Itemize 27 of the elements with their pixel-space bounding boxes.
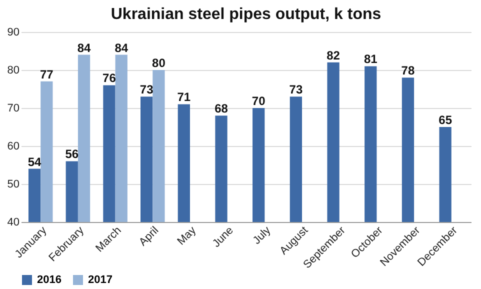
x-tick-label: July (250, 224, 274, 247)
data-label: 73 (140, 82, 154, 97)
data-label: 78 (401, 64, 415, 78)
legend-label: 2016 (37, 274, 62, 286)
data-label: 68 (214, 102, 228, 116)
data-label: 76 (102, 71, 116, 86)
data-label: 84 (77, 40, 92, 55)
chart-title: Ukrainian steel pipes output, k tons (110, 6, 382, 23)
data-label: 81 (364, 52, 378, 66)
data-label: 82 (326, 48, 340, 62)
data-label: 54 (28, 154, 42, 169)
data-label: 70 (252, 94, 266, 108)
x-tick-label: May (175, 224, 199, 248)
y-tick-label: 60 (7, 140, 20, 152)
y-tick-label: 80 (7, 64, 20, 76)
data-label: 84 (114, 40, 128, 55)
y-tick-label: 70 (7, 102, 20, 114)
data-label: 73 (289, 82, 303, 97)
legend-label: 2017 (88, 274, 112, 286)
data-label: 71 (177, 90, 191, 104)
y-tick-label: 40 (7, 216, 20, 228)
data-label: 77 (40, 67, 54, 82)
data-label: 65 (438, 113, 452, 127)
data-label: 80 (152, 56, 166, 70)
data-label: 56 (65, 147, 79, 162)
y-tick-label: 90 (7, 26, 20, 38)
y-tick-label: 50 (7, 178, 20, 190)
